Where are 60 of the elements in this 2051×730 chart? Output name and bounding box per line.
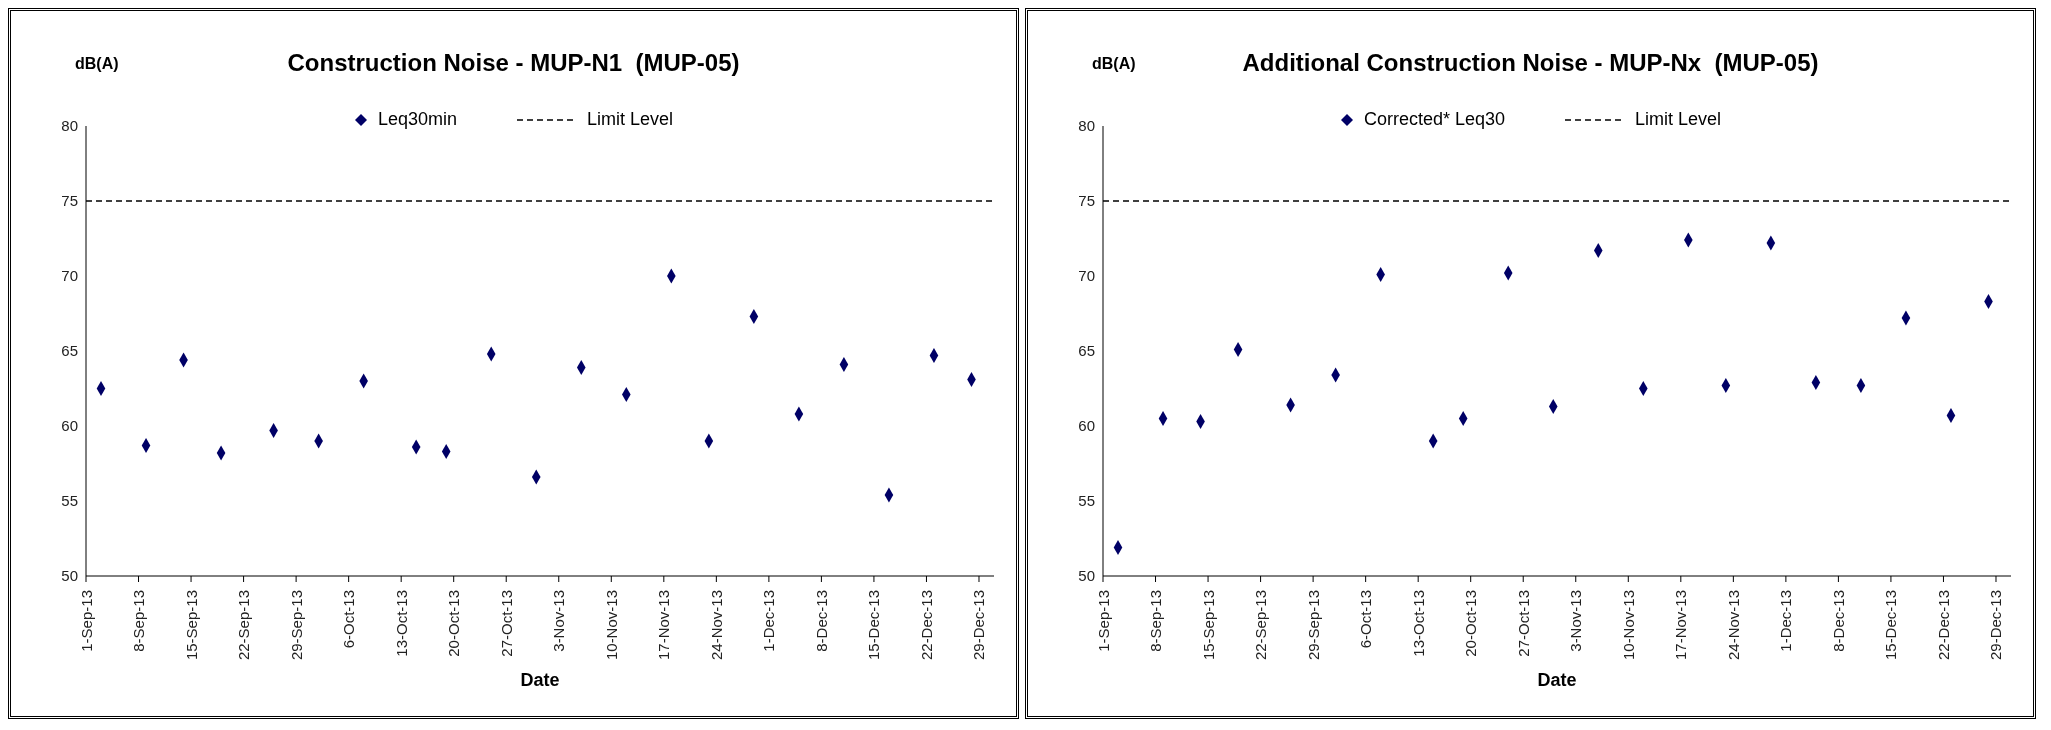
- legend-label: Limit Level: [1635, 109, 1722, 130]
- chart-title: Construction Noise - MUP-N1 (MUP-05): [287, 49, 740, 76]
- x-tick-label: 27-Oct-13: [497, 590, 515, 657]
- x-tick-label: 15-Sep-13: [182, 590, 200, 661]
- y-tick-label: 75: [1078, 192, 1095, 210]
- x-tick-label: 15-Dec-13: [865, 590, 883, 661]
- x-tick-label: 29-Dec-13: [1987, 590, 2005, 661]
- x-tick-label: 10-Nov-13: [602, 590, 620, 661]
- x-tick-label: 10-Nov-13: [1619, 590, 1637, 661]
- y-tick-label: 80: [1078, 117, 1095, 135]
- y-tick-label: 60: [1078, 417, 1095, 435]
- x-tick-label: 29-Dec-13: [970, 590, 988, 661]
- y-axis-title: dB(A): [1092, 55, 1136, 73]
- y-tick-label: 50: [61, 567, 78, 585]
- x-tick-label: 8-Sep-13: [1147, 590, 1165, 652]
- x-axis-title: Date: [520, 670, 560, 690]
- y-tick-label: 55: [1078, 492, 1095, 510]
- y-tick-label: 80: [61, 117, 78, 135]
- x-tick-label: 13-Oct-13: [1409, 590, 1427, 657]
- x-tick-label: 20-Oct-13: [445, 590, 463, 657]
- x-tick-label: 22-Dec-13: [917, 590, 935, 661]
- x-tick-label: 3-Nov-13: [550, 590, 568, 652]
- x-tick-label: 22-Dec-13: [1934, 590, 1952, 661]
- x-axis-title: Date: [1537, 670, 1577, 690]
- x-tick-label: 20-Oct-13: [1462, 590, 1480, 657]
- y-tick-label: 60: [61, 417, 78, 435]
- x-tick-label: 1-Sep-13: [1094, 590, 1112, 652]
- y-tick-label: 70: [61, 267, 78, 285]
- x-tick-label: 8-Dec-13: [812, 590, 830, 652]
- chart-title: Additional Construction Noise - MUP-Nx (MUP-05): [1242, 49, 1819, 76]
- x-tick-label: 29-Sep-13: [1304, 590, 1322, 661]
- x-tick-label: 6-Oct-13: [1357, 590, 1375, 649]
- x-tick-label: 6-Oct-13: [340, 590, 358, 649]
- x-tick-label: 3-Nov-13: [1567, 590, 1585, 652]
- y-axis-title: dB(A): [75, 55, 119, 73]
- x-tick-label: 27-Oct-13: [1514, 590, 1532, 657]
- x-tick-label: 1-Dec-13: [1777, 590, 1795, 652]
- x-tick-label: 24-Nov-13: [707, 590, 725, 661]
- x-tick-label: 8-Sep-13: [130, 590, 148, 652]
- x-tick-label: 22-Sep-13: [1252, 590, 1270, 661]
- x-tick-label: 15-Dec-13: [1882, 590, 1900, 661]
- y-tick-label: 55: [61, 492, 78, 510]
- x-tick-label: 22-Sep-13: [235, 590, 253, 661]
- legend-label: Corrected* Leq30: [1363, 109, 1506, 130]
- x-tick-label: 13-Oct-13: [392, 590, 410, 657]
- x-tick-label: 1-Sep-13: [77, 590, 95, 652]
- y-tick-label: 65: [1078, 342, 1095, 360]
- legend-label: Leq30min: [377, 109, 457, 130]
- x-tick-label: 17-Nov-13: [655, 590, 673, 661]
- x-tick-label: 1-Dec-13: [760, 590, 778, 652]
- y-tick-label: 65: [61, 342, 78, 360]
- y-tick-label: 70: [1078, 267, 1095, 285]
- y-tick-label: 50: [1078, 567, 1095, 585]
- x-tick-label: 17-Nov-13: [1672, 590, 1690, 661]
- legend-label: Limit Level: [587, 109, 674, 130]
- y-tick-label: 75: [61, 192, 78, 210]
- x-tick-label: 15-Sep-13: [1199, 590, 1217, 661]
- x-tick-label: 8-Dec-13: [1829, 590, 1847, 652]
- x-tick-label: 29-Sep-13: [287, 590, 305, 661]
- x-tick-label: 24-Nov-13: [1724, 590, 1742, 661]
